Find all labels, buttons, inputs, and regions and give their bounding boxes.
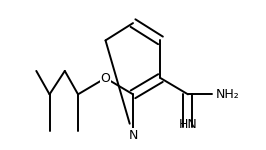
- Text: N: N: [128, 129, 138, 142]
- Text: O: O: [101, 72, 110, 85]
- Text: HN: HN: [178, 118, 197, 131]
- Text: NH₂: NH₂: [215, 88, 239, 101]
